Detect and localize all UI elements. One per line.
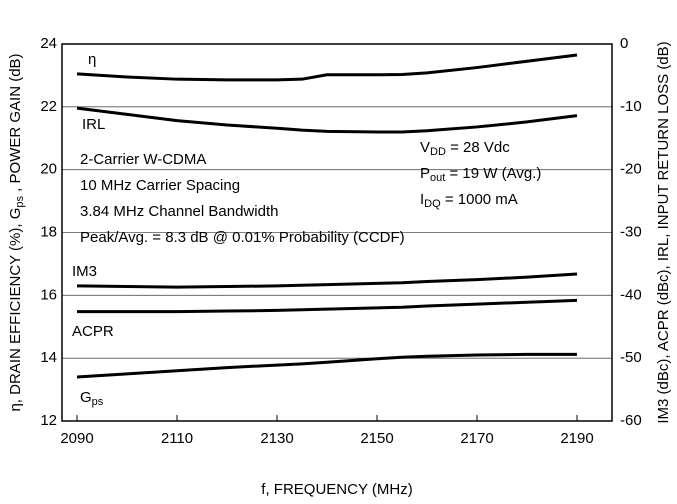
y-tick-label: 16	[40, 286, 57, 303]
y2-axis-label: IM3 (dBc), ACPR (dBc), IRL, INPUT RETURN…	[655, 41, 672, 423]
series-line	[76, 352, 577, 379]
series-label-part: η	[88, 51, 96, 68]
series-line	[76, 53, 578, 82]
annotation-part: = 19 W (Avg.)	[445, 165, 541, 182]
x-axis-label: f, FREQUENCY (MHz)	[261, 481, 412, 498]
annotation-part: DD	[430, 146, 446, 158]
y2-tick-label: 0	[620, 35, 628, 52]
annotation: IDQ = 1000 mA	[420, 191, 518, 210]
annotation: VDD = 28 Vdc	[420, 139, 510, 158]
series-label: η	[88, 51, 96, 68]
series-label-part: IRL	[82, 116, 105, 133]
y-tick-label: 22	[40, 98, 57, 115]
y2-tick-label: -10	[620, 98, 642, 115]
y2-tick-label: -50	[620, 349, 642, 366]
series-label: IM3	[72, 263, 97, 280]
series-line	[76, 106, 578, 134]
annotation: 10 MHz Carrier Spacing	[80, 177, 240, 194]
y-axis-label-part: η, DRAIN EFFICIENCY (%), G	[7, 208, 24, 412]
annotation-part: P	[420, 165, 430, 182]
y-tick-label: 12	[40, 412, 57, 429]
x-tick-label: 2170	[460, 430, 493, 447]
y-tick-label: 20	[40, 161, 57, 178]
x-tick-label: 2150	[360, 430, 393, 447]
annotation-part: out	[430, 172, 445, 184]
annotation-part: = 28 Vdc	[446, 139, 510, 156]
y2-tick-label: -20	[620, 161, 642, 178]
y2-tick-label: -40	[620, 286, 642, 303]
y2-tick-label: -30	[620, 223, 642, 240]
annotation: Pout = 19 W (Avg.)	[420, 165, 541, 184]
annotation-part: DQ	[424, 198, 441, 210]
x-tick-label: 2110	[161, 430, 193, 447]
annotation-part: V	[420, 139, 430, 156]
series-label: ACPR	[72, 323, 114, 340]
y-axis-label-part: , POWER GAIN (dB)	[7, 53, 24, 196]
y-axis-label-part: ps	[14, 195, 26, 207]
y-tick-label: 18	[40, 223, 57, 240]
annotation-part: I	[420, 191, 424, 208]
x-tick-label: 2190	[560, 430, 593, 447]
annotation: Peak/Avg. = 8.3 dB @ 0.01% Probability (…	[80, 229, 405, 246]
x-tick-label: 2090	[60, 430, 93, 447]
annotation: 3.84 MHz Channel Bandwidth	[80, 203, 278, 220]
series-label-part: ACPR	[72, 323, 114, 340]
plot-frame	[61, 43, 613, 422]
series-label-part: IM3	[72, 263, 97, 280]
series-label: IRL	[82, 116, 105, 133]
series-label-part: ps	[92, 396, 104, 408]
y2-tick-label: -60	[620, 412, 642, 429]
series-label: Gps	[80, 389, 104, 408]
y-tick-label: 14	[40, 349, 57, 366]
annotation-part: = 1000 mA	[441, 191, 518, 208]
x-tick-label: 2130	[260, 430, 293, 447]
y-tick-label: 24	[40, 35, 57, 52]
series-line	[77, 298, 578, 314]
series-line	[76, 272, 578, 289]
series-label-part: G	[80, 389, 92, 406]
y-axis-label: η, DRAIN EFFICIENCY (%), Gps , POWER GAI…	[7, 53, 26, 411]
annotation: 2-Carrier W-CDMA	[80, 151, 206, 168]
